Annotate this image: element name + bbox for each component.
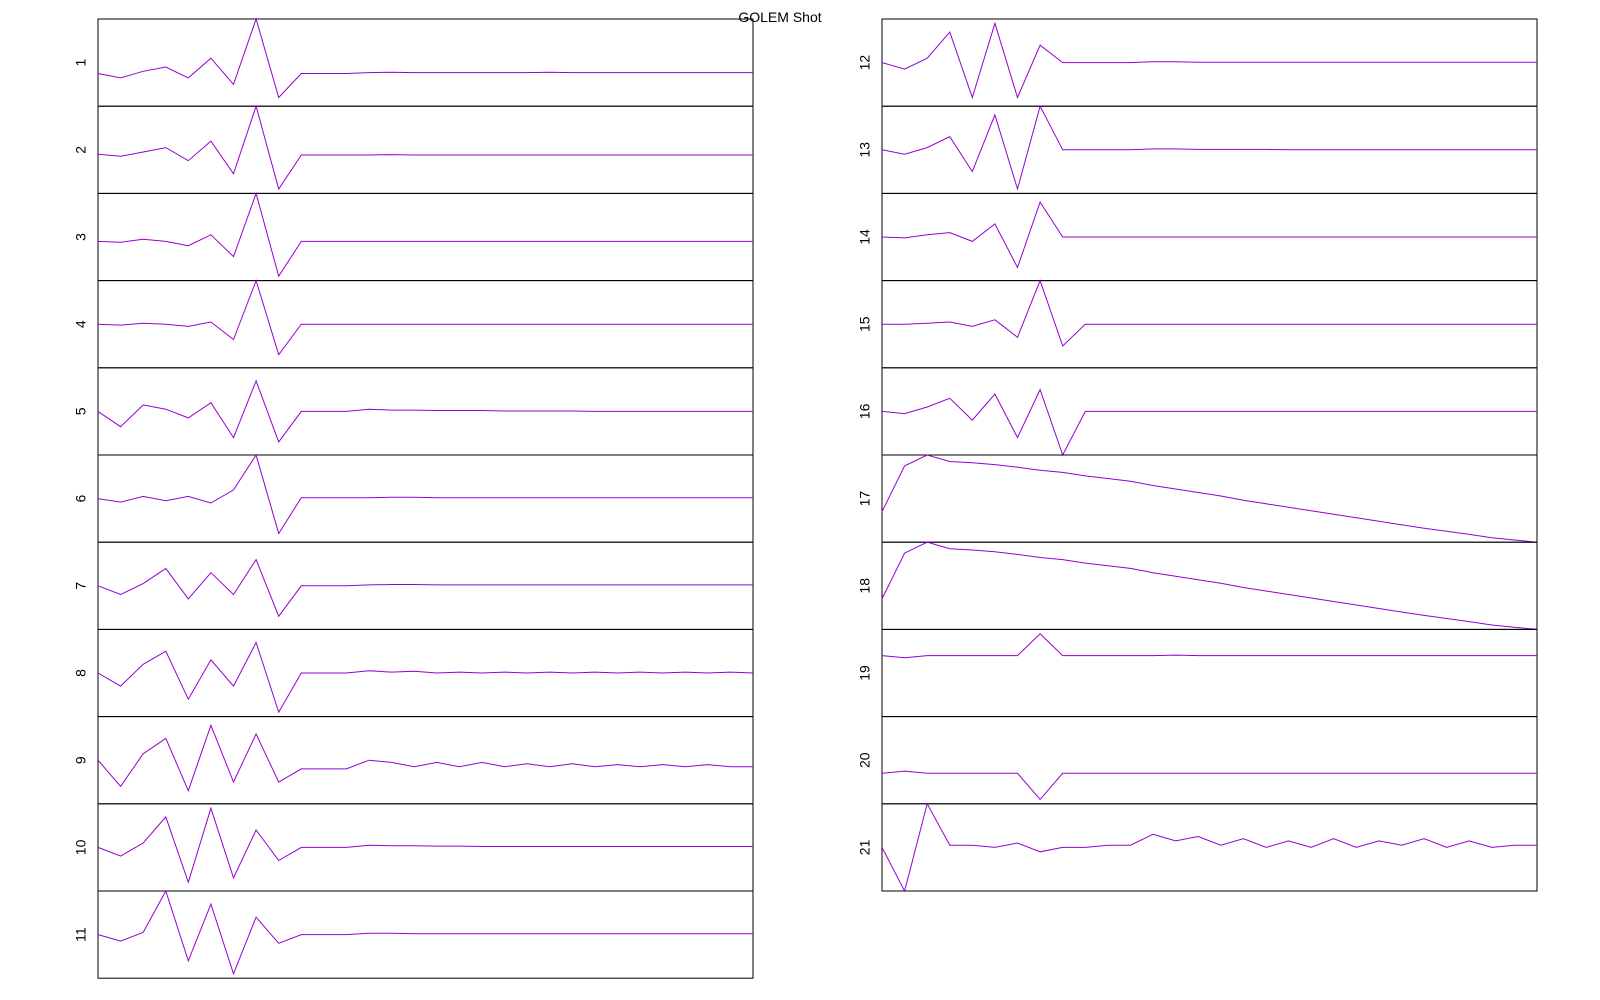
- signal-line: [97, 558, 753, 618]
- signal-line: [97, 191, 753, 278]
- panel-label: 12: [857, 55, 873, 71]
- panel-label: 4: [73, 320, 89, 328]
- panel-label: 20: [857, 752, 873, 768]
- signal-line: [97, 806, 753, 884]
- signal-line: [97, 104, 753, 191]
- panel-frame: [97, 541, 754, 630]
- panel-label: 16: [857, 403, 873, 419]
- signal-line: [881, 770, 1537, 801]
- panel-label: 7: [73, 582, 89, 590]
- panel-frame: [97, 18, 754, 107]
- panel-frame: [97, 890, 754, 979]
- signal-line: [881, 633, 1537, 659]
- panel-label: 21: [857, 839, 873, 855]
- panel-label: 8: [73, 669, 89, 677]
- panel-frame: [97, 105, 754, 194]
- signal-line: [881, 388, 1537, 457]
- panel-frame: [97, 192, 754, 282]
- signal-line: [97, 723, 753, 793]
- panel-label: 1: [73, 58, 89, 66]
- panel-label: 17: [857, 491, 873, 507]
- signal-line: [881, 802, 1537, 893]
- panel-label: 2: [73, 146, 89, 154]
- panel-label: 15: [857, 316, 873, 332]
- signal-line: [881, 104, 1537, 191]
- signal-line: [97, 453, 753, 535]
- panel-frame: [881, 628, 1538, 718]
- panel-label: 10: [73, 839, 89, 855]
- chart-title: GOLEM Shot: [738, 9, 821, 25]
- panel-label: 19: [857, 665, 873, 681]
- panel-frame: [881, 541, 1538, 630]
- signal-line: [97, 279, 753, 356]
- signal-line: [97, 17, 753, 99]
- panel-label: 18: [857, 578, 873, 594]
- panel-label: 3: [73, 233, 89, 241]
- signal-line: [97, 889, 753, 976]
- signal-line: [881, 200, 1537, 269]
- panel-label: 14: [857, 229, 873, 245]
- panel-label: 11: [73, 927, 89, 942]
- panel-frame: [881, 803, 1538, 892]
- signal-line: [881, 541, 1538, 630]
- panel-frame: [881, 716, 1538, 805]
- panel-label: 5: [73, 407, 89, 415]
- panel-label: 13: [857, 142, 873, 158]
- signal-line: [881, 21, 1537, 100]
- signal-line: [881, 454, 1538, 543]
- signal-line: [882, 279, 1537, 347]
- signal-line: [97, 641, 754, 714]
- panel-label: 9: [73, 756, 89, 764]
- panel-frame: [881, 454, 1538, 543]
- signal-line: [97, 379, 753, 443]
- panel-frame: [97, 803, 754, 892]
- panel-label: 6: [73, 494, 89, 502]
- panel-frame: [97, 716, 754, 805]
